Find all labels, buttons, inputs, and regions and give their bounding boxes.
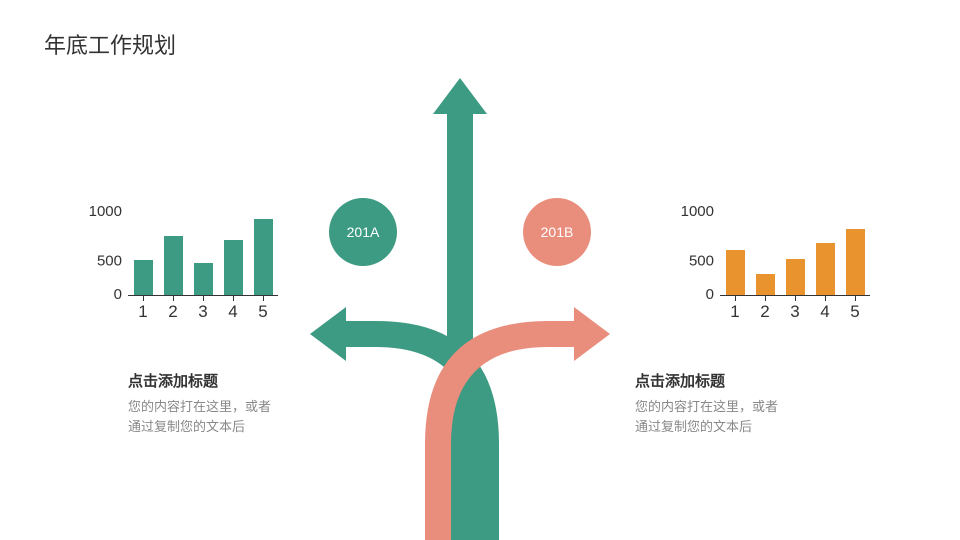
xlabel: 3 [198,302,207,322]
bar [786,259,805,296]
year-badge-a: 201A [329,198,397,266]
chart-right-yaxis: 10005000 [681,210,720,296]
bar [134,260,153,296]
xlabel: 1 [730,302,739,322]
ytick-label: 1000 [681,204,714,219]
bar [756,274,775,296]
year-badge-b-label: 201B [541,224,574,240]
xlabel: 5 [258,302,267,322]
text-block-right: 点击添加标题 您的内容打在这里，或者通过复制您的文本后 [635,370,778,437]
xlabel: 4 [228,302,237,322]
xlabel: 2 [760,302,769,322]
slide: 年底工作规划 201A 201B 10005000 12345 10005000… [0,0,960,540]
chart-right-xlabels: 1 2 3 4 5 [720,296,870,322]
bar-chart-right: 10005000 12345 [720,210,870,296]
chart-left-xlabels: 1 2 3 4 5 [128,296,278,322]
ytick-label: 500 [689,253,714,268]
chart-left-yaxis: 10005000 [89,210,128,296]
ytick-label: 500 [97,253,122,268]
ytick-label: 0 [114,287,122,302]
text-right-body: 您的内容打在这里，或者通过复制您的文本后 [635,397,778,437]
ytick-label: 1000 [89,204,122,219]
year-badge-b: 201B [523,198,591,266]
text-left-heading: 点击添加标题 [128,370,271,391]
bar [846,229,865,296]
text-left-body: 您的内容打在这里，或者通过复制您的文本后 [128,397,271,437]
text-right-heading: 点击添加标题 [635,370,778,391]
text-block-left: 点击添加标题 您的内容打在这里，或者通过复制您的文本后 [128,370,271,437]
xlabel: 2 [168,302,177,322]
year-badge-a-label: 201A [347,224,380,240]
ytick-label: 0 [706,287,714,302]
bar [224,240,243,296]
bar [164,236,183,296]
chart-left-plot [128,210,278,296]
bar [726,250,745,296]
bar-chart-left: 10005000 12345 [128,210,278,296]
chart-right-plot [720,210,870,296]
page-title: 年底工作规划 [44,28,176,60]
bar [816,243,835,296]
xlabel: 5 [850,302,859,322]
bar [194,263,213,296]
xlabel: 4 [820,302,829,322]
xlabel: 1 [138,302,147,322]
bar [254,219,273,296]
xlabel: 3 [790,302,799,322]
